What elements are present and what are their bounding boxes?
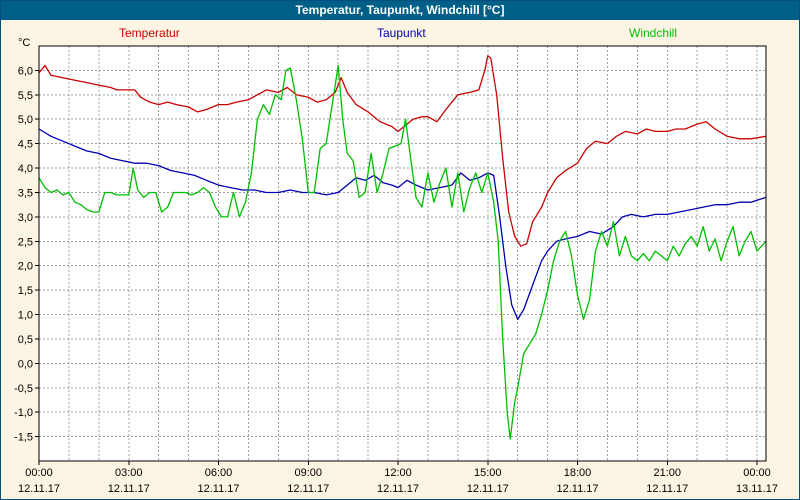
svg-text:5,0: 5,0 bbox=[18, 114, 33, 126]
svg-text:4,5: 4,5 bbox=[18, 139, 33, 151]
svg-text:-0,5: -0,5 bbox=[14, 383, 33, 395]
svg-text:12.11.17: 12.11.17 bbox=[18, 483, 60, 495]
svg-text:00:00: 00:00 bbox=[743, 467, 771, 479]
svg-text:03:00: 03:00 bbox=[115, 467, 143, 479]
series-windchill bbox=[38, 64, 767, 440]
svg-text:0,5: 0,5 bbox=[18, 334, 33, 346]
svg-text:15:00: 15:00 bbox=[474, 467, 502, 479]
svg-text:3,0: 3,0 bbox=[18, 212, 33, 224]
svg-text:6,0: 6,0 bbox=[18, 65, 33, 77]
svg-text:3,5: 3,5 bbox=[18, 187, 33, 199]
svg-text:18:00: 18:00 bbox=[564, 467, 592, 479]
svg-text:12.11.17: 12.11.17 bbox=[467, 483, 509, 495]
series-taupunkt bbox=[38, 128, 767, 321]
svg-text:1,5: 1,5 bbox=[18, 285, 33, 297]
svg-text:12.11.17: 12.11.17 bbox=[197, 483, 239, 495]
svg-text:2,5: 2,5 bbox=[18, 236, 33, 248]
svg-text:09:00: 09:00 bbox=[294, 467, 322, 479]
svg-text:0,0: 0,0 bbox=[18, 358, 33, 370]
svg-text:13.11.17: 13.11.17 bbox=[736, 483, 778, 495]
svg-text:2,0: 2,0 bbox=[18, 261, 33, 273]
plot-background bbox=[39, 46, 766, 461]
svg-text:12.11.17: 12.11.17 bbox=[646, 483, 688, 495]
svg-text:21:00: 21:00 bbox=[654, 467, 682, 479]
svg-text:-1,0: -1,0 bbox=[14, 407, 33, 419]
svg-text:1,0: 1,0 bbox=[18, 310, 33, 322]
y-axis-unit-label: °C bbox=[18, 37, 31, 49]
svg-text:12.11.17: 12.11.17 bbox=[287, 483, 329, 495]
series-temperatur bbox=[38, 55, 767, 247]
window-title: Temperatur, Taupunkt, Windchill [°C] bbox=[295, 3, 505, 17]
x-axis-labels: 00:00 12.11.17 03:00 12.11.17 06:00 12.11.17 0… bbox=[18, 461, 778, 495]
svg-text:12.11.17: 12.11.17 bbox=[108, 483, 150, 495]
svg-text:5,5: 5,5 bbox=[18, 90, 33, 102]
svg-text:12:00: 12:00 bbox=[384, 467, 412, 479]
svg-text:00:00: 00:00 bbox=[25, 467, 53, 479]
legend-temperatur: Temperatur bbox=[119, 26, 180, 40]
svg-text:06:00: 06:00 bbox=[205, 467, 233, 479]
line-chart-plot: 6,0 5,5 5,0 4,5 4,0 3,5 3,0 2,5 2,0 1,5 1,0 0,5 0,0 -… bbox=[14, 45, 778, 495]
svg-text:-1,5: -1,5 bbox=[14, 432, 33, 444]
svg-text:12.11.17: 12.11.17 bbox=[377, 483, 419, 495]
plot-border bbox=[38, 45, 767, 462]
window-titlebar: Temperatur, Taupunkt, Windchill [°C] bbox=[1, 1, 799, 20]
legend-taupunkt: Taupunkt bbox=[377, 26, 426, 40]
legend-windchill: Windchill bbox=[629, 26, 678, 40]
y-axis-labels: 6,0 5,5 5,0 4,5 4,0 3,5 3,0 2,5 2,0 1,5 1,0 0,5 0,0 -… bbox=[14, 65, 39, 444]
svg-text:4,0: 4,0 bbox=[18, 163, 33, 175]
svg-text:12.11.17: 12.11.17 bbox=[557, 483, 599, 495]
